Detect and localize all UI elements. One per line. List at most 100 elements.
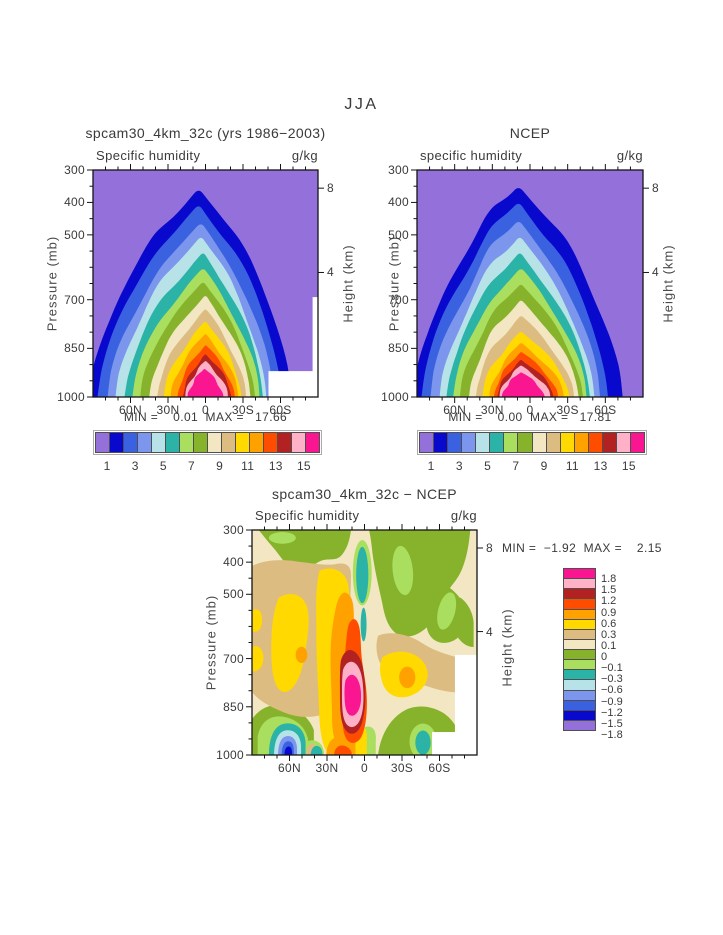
colorbar-label: 5 xyxy=(159,459,167,473)
colorbar-cell-6 xyxy=(179,432,194,453)
colorbar-cell-7 xyxy=(517,432,533,453)
diff-key-label: −1.2 xyxy=(601,706,623,719)
colorbar-cell-0 xyxy=(95,432,110,453)
terrain-mask xyxy=(454,654,477,755)
right-panel-units-label: g/kg xyxy=(616,148,643,163)
colorbar-label: 13 xyxy=(593,459,608,473)
colorbar-cell-11 xyxy=(573,432,589,453)
diff-height-axis-title: Height (km) xyxy=(499,608,515,687)
right-contour-field xyxy=(417,170,643,397)
colorbar-cell-3 xyxy=(137,432,152,453)
colorbar-cell-2 xyxy=(123,432,138,453)
colorbar-cell-8 xyxy=(531,432,547,453)
left-panel-units-label: g/kg xyxy=(291,148,318,163)
right-height-axis-title: Height (km) xyxy=(660,244,676,323)
colorbar-label: 1 xyxy=(103,459,111,473)
colorbar-label: 11 xyxy=(565,459,579,473)
diff-key-label: 1.8 xyxy=(601,573,617,586)
right-plot-frame xyxy=(416,169,644,398)
colorbar-cell-13 xyxy=(601,432,617,453)
colorbar-label: 9 xyxy=(216,459,224,473)
colorbar-label: 7 xyxy=(512,459,520,473)
diff-key-label: 0 xyxy=(601,651,608,663)
diff-key-label: −0.1 xyxy=(601,662,623,675)
colorbar-cell-15 xyxy=(305,432,320,453)
colorbar-cell-7 xyxy=(193,432,208,453)
diff-key-label: 0.9 xyxy=(601,606,617,619)
left-height-axis-title: Height (km) xyxy=(340,244,356,323)
colorbar-cell-10 xyxy=(559,432,575,453)
colorbar-label: 7 xyxy=(187,459,195,473)
diff-panel-minmax: MIN = −1.92 MAX = 2.15 xyxy=(502,541,662,555)
diff-key-label: 0.3 xyxy=(601,628,617,641)
diff-key-label: −0.6 xyxy=(601,684,623,697)
colorbar-cell-2 xyxy=(447,432,463,453)
diff-contour-field xyxy=(252,530,477,755)
left-contour-field xyxy=(93,170,318,397)
diff-panel-units-label: g/kg xyxy=(450,508,477,523)
diff-key-label: 0.1 xyxy=(601,639,617,652)
terrain-mask xyxy=(312,297,318,397)
diff-key-label: −0.9 xyxy=(601,695,623,708)
colorbar-cell-1 xyxy=(433,432,449,453)
diff-key-label: 1.2 xyxy=(601,595,617,608)
colorbar-cell-3 xyxy=(461,432,477,453)
colorbar-label: 3 xyxy=(455,459,463,473)
contour-level-15 xyxy=(501,372,545,397)
diff-plot-frame xyxy=(251,529,478,756)
colorbar-cell-4 xyxy=(475,432,491,453)
colorbar-cell-4 xyxy=(151,432,166,453)
diff-key-label: 0.6 xyxy=(601,617,617,630)
colorbar-cell-9 xyxy=(545,432,561,453)
colorbar-cell-0 xyxy=(419,432,435,453)
diff-key-label: −1.8 xyxy=(601,728,623,741)
right-colorbar xyxy=(417,430,647,455)
colorbar-cell-9 xyxy=(221,432,236,453)
diff-color-key xyxy=(563,568,596,731)
left-plot-frame xyxy=(92,169,319,398)
right-panel-field-label: specific humidity xyxy=(420,148,523,163)
right-panel-plot xyxy=(411,164,649,403)
colorbar-label: 3 xyxy=(131,459,139,473)
colorbar-cell-14 xyxy=(615,432,631,453)
colorbar-cell-8 xyxy=(207,432,222,453)
left-panel-title: spcam30_4km_32c (yrs 1986−2003) xyxy=(85,125,326,141)
diff-key-label: −0.3 xyxy=(601,673,623,686)
terrain-mask xyxy=(268,371,318,397)
right-panel-title: NCEP xyxy=(509,125,551,141)
colorbar-label: 1 xyxy=(427,459,435,473)
left-pressure-axis-title: Pressure (mb) xyxy=(44,235,60,332)
right-panel-minmax: MIN = 0.00 MAX = 17.81 xyxy=(448,410,612,424)
colorbar-cell-15 xyxy=(629,432,645,453)
colorbar-cell-12 xyxy=(587,432,603,453)
colorbar-cell-10 xyxy=(235,432,250,453)
terrain-mask xyxy=(432,732,477,755)
left-panel-plot xyxy=(87,164,324,403)
left-panel-field-label: Specific humidity xyxy=(96,148,201,163)
diff-key-label: 1.5 xyxy=(601,584,617,597)
colorbar-cell-11 xyxy=(249,432,264,453)
colorbar-label: 11 xyxy=(241,459,255,473)
diff-panel-title: spcam30_4km_32c − NCEP xyxy=(271,486,458,502)
diff-panel-field-label: Specific humidity xyxy=(255,508,360,523)
diff-key-label: −1.5 xyxy=(601,717,623,730)
right-pressure-axis-title: Pressure (mb) xyxy=(386,235,402,332)
left-panel-minmax: MIN = 0.01 MAX = 17.66 xyxy=(123,410,288,424)
colorbar-label: 15 xyxy=(296,459,311,473)
colorbar-cell-13 xyxy=(277,432,292,453)
diff-pressure-axis-title: Pressure (mb) xyxy=(203,594,219,691)
colorbar-cell-5 xyxy=(165,432,180,453)
colorbar-cell-12 xyxy=(263,432,278,453)
contour-level-15 xyxy=(187,368,224,397)
colorbar-label: 15 xyxy=(621,459,636,473)
colorbar-label: 13 xyxy=(268,459,283,473)
colorbar-label: 9 xyxy=(540,459,548,473)
colorbar-cell-6 xyxy=(503,432,519,453)
page-title: JJA xyxy=(344,96,379,113)
colorbar-cell-14 xyxy=(291,432,306,453)
colorbar-cell-5 xyxy=(489,432,505,453)
diff-panel-plot xyxy=(246,524,483,761)
colorbar-cell-1 xyxy=(109,432,124,453)
left-colorbar xyxy=(93,430,322,455)
